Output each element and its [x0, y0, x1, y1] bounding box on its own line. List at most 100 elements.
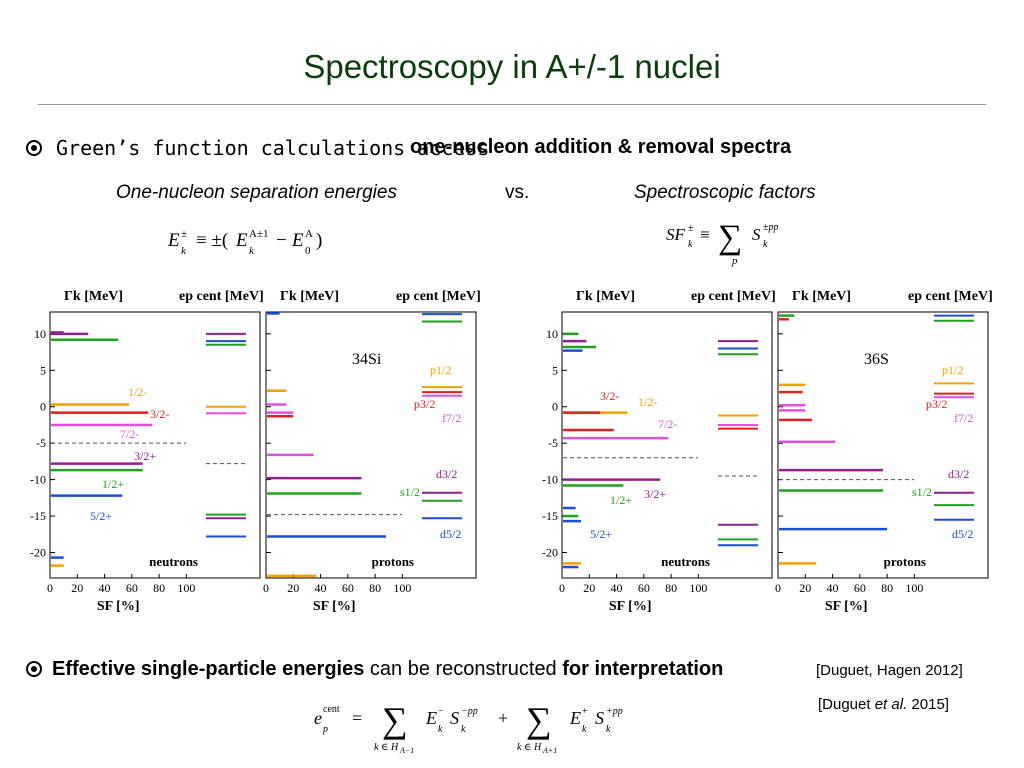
x-axis-label: SF [%] — [609, 599, 652, 614]
y-tick-label: 10 — [546, 327, 558, 341]
subrow-vs: vs. — [505, 182, 530, 203]
panel-frame-neutron — [561, 311, 773, 579]
reference-2-c: 2015] — [907, 696, 949, 713]
svg-text:E: E — [425, 708, 437, 728]
state-label-proton: f7/2 — [954, 411, 973, 425]
x-tick-label: 60 — [638, 581, 650, 595]
y-tick-label: -10 — [30, 473, 46, 487]
subrow-right: Spectroscopic factors — [634, 182, 816, 203]
svg-text:±: ± — [181, 228, 187, 240]
svg-text:E: E — [291, 230, 304, 251]
centroid-formula: e cent p = ∑ k ∈ H A−1 E − k S −pp k + ∑… — [312, 696, 652, 763]
x-tick-label: 20 — [71, 581, 83, 595]
svg-text:k: k — [763, 239, 768, 250]
svg-text:cent: cent — [323, 704, 340, 715]
x-tick-label: 40 — [99, 581, 111, 595]
x-tick-label: 0 — [559, 581, 565, 595]
bullet-icon-2 — [26, 661, 42, 677]
svg-text:k: k — [181, 245, 187, 257]
x-tick-label: 100 — [905, 581, 923, 595]
state-label-neutron: 3/2+ — [644, 487, 666, 501]
title-divider — [38, 104, 986, 105]
svg-text:k: k — [461, 724, 466, 735]
panel-frame-neutron — [49, 311, 261, 579]
x-tick-label: 40 — [315, 581, 327, 595]
side-label-neutron: neutrons — [661, 554, 710, 569]
svg-text:E: E — [235, 230, 248, 251]
state-label-proton: p3/2 — [926, 397, 947, 411]
x-tick-label: 80 — [153, 581, 165, 595]
svg-text:k: k — [249, 245, 255, 257]
bullet-2-bold2: for interpretation — [562, 658, 724, 680]
svg-text:k: k — [438, 724, 443, 735]
svg-text:A−1: A−1 — [399, 746, 414, 755]
y-tick-label: -20 — [30, 545, 46, 559]
x-tick-label: 60 — [342, 581, 354, 595]
svg-text:±: ± — [688, 223, 694, 234]
svg-text:SF: SF — [666, 225, 686, 244]
x-tick-label: 80 — [369, 581, 381, 595]
svg-text:=: = — [352, 708, 362, 728]
panel-frame-proton — [777, 311, 989, 579]
cent-label-proton: ep cent [MeV] — [908, 289, 993, 304]
state-label-neutron: 7/2- — [658, 417, 677, 431]
svg-text:H: H — [390, 742, 399, 753]
svg-text:∈: ∈ — [381, 742, 388, 753]
svg-text:e: e — [314, 708, 322, 728]
state-label-neutron: 1/2- — [638, 395, 657, 409]
x-tick-label: 100 — [177, 581, 195, 595]
x-tick-label: 40 — [611, 581, 623, 595]
state-label-proton: d5/2 — [440, 527, 461, 541]
bullet-2-normal: can be reconstructed — [369, 658, 557, 680]
x-axis-label: SF [%] — [825, 599, 868, 614]
state-label-neutron: 3/2- — [150, 407, 169, 421]
side-label-proton: protons — [884, 554, 926, 569]
gamma-label-neutron: Γk [MeV] — [64, 289, 123, 304]
y-tick-label: -15 — [30, 509, 46, 523]
bullet-dot-2 — [31, 666, 37, 672]
state-label-proton: d3/2 — [436, 467, 457, 481]
x-tick-label: 80 — [665, 581, 677, 595]
svg-text:+pp: +pp — [606, 706, 623, 717]
cent-label-proton: ep cent [MeV] — [396, 289, 481, 304]
bullet-1-text: Green’s function calculations access — [56, 136, 489, 161]
svg-text:≡ ±(: ≡ ±( — [196, 230, 228, 251]
state-label-proton: p3/2 — [414, 397, 435, 411]
state-label-proton: s1/2 — [912, 485, 932, 499]
state-label-neutron: 1/2+ — [610, 493, 632, 507]
svg-text:k: k — [517, 742, 522, 753]
spectroscopic-factor-formula-svg: SF ± k ≡ ∑ p S ±pp k — [666, 219, 779, 267]
svg-text:−: − — [276, 230, 287, 251]
svg-text:p: p — [731, 255, 738, 267]
reference-2: [Duguet et al. 2015] — [818, 696, 949, 713]
gamma-label-proton: Γk [MeV] — [280, 289, 339, 304]
svg-text:±pp: ±pp — [763, 222, 779, 233]
side-label-neutron: neutrons — [149, 554, 198, 569]
svg-text:+: + — [498, 708, 508, 728]
svg-text:∑: ∑ — [718, 219, 742, 256]
svg-text:∈: ∈ — [524, 742, 531, 753]
state-label-neutron: 5/2+ — [590, 527, 612, 541]
y-tick-label: 5 — [552, 363, 558, 377]
svg-text:S: S — [752, 225, 761, 244]
subrow-left: One-nucleon separation energies — [116, 182, 397, 203]
x-tick-label: 0 — [775, 581, 781, 595]
svg-text:k: k — [606, 724, 611, 735]
gamma-label-proton: Γk [MeV] — [792, 289, 851, 304]
x-tick-label: 60 — [126, 581, 138, 595]
svg-text:p: p — [322, 724, 328, 735]
nucleus-label: 36S — [864, 351, 889, 368]
svg-text:E: E — [167, 230, 180, 251]
x-axis-label: SF [%] — [313, 599, 356, 614]
svg-text:H: H — [533, 742, 542, 753]
svg-text:0: 0 — [305, 245, 311, 257]
svg-text:S: S — [595, 708, 604, 728]
y-tick-label: -20 — [542, 545, 558, 559]
x-tick-label: 80 — [881, 581, 893, 595]
spectroscopic-factor-formula: SF ± k ≡ ∑ p S ±pp k — [664, 214, 814, 275]
x-tick-label: 40 — [827, 581, 839, 595]
svg-text:+: + — [582, 706, 588, 717]
separation-energy-formula: E ± k ≡ ±( E A±1 k − E A 0 ) — [166, 224, 366, 269]
y-tick-label: 10 — [34, 327, 46, 341]
svg-text:A+1: A+1 — [542, 746, 557, 755]
